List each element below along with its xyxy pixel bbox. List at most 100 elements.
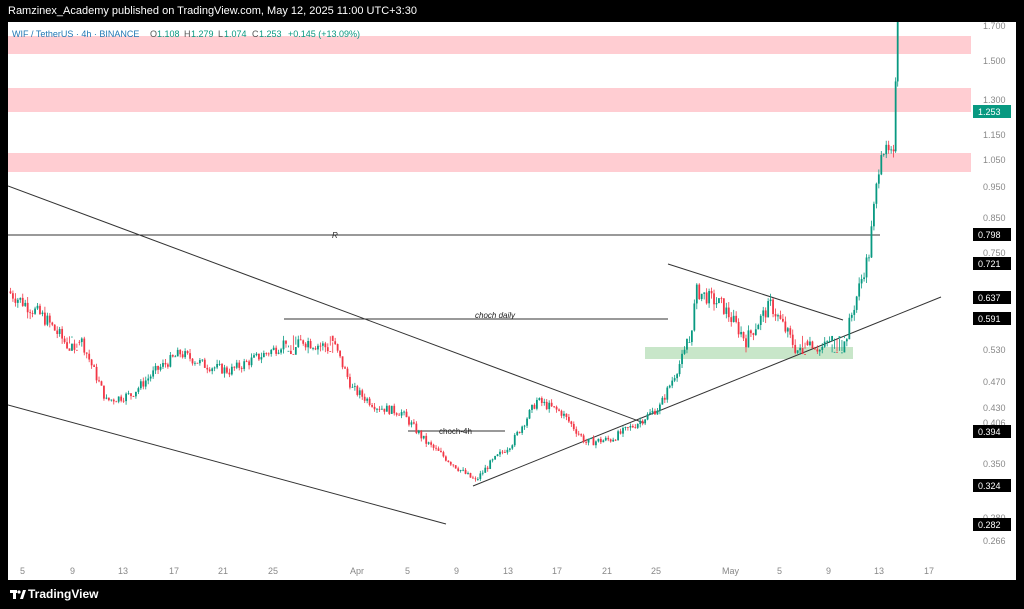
candle-body: [152, 370, 155, 377]
candle-body: [85, 352, 88, 354]
candle-body: [24, 302, 27, 306]
candle-body: [19, 297, 22, 300]
candle-body: [137, 388, 140, 392]
candle-body: [383, 408, 386, 412]
candle-body: [358, 390, 361, 395]
candle-body: [545, 401, 548, 410]
time-axis[interactable]: 5 9 13 17 21 25 Apr 5 9 13 17 21 25 May …: [20, 566, 934, 576]
wedge-upper-line: [667, 263, 844, 321]
chart-panel[interactable]: WIF / TetherUS · 4h · BINANCE O 1.108 H …: [7, 4, 1016, 580]
legend-high: 1.279: [191, 29, 214, 39]
candle-body: [198, 360, 201, 364]
candle-body: [410, 422, 413, 425]
candle-body: [767, 301, 770, 318]
candle-body: [179, 349, 182, 355]
chart-svg[interactable]: WIF / TetherUS · 4h · BINANCE O 1.108 H …: [7, 4, 1016, 580]
candle-body: [479, 473, 482, 479]
price-label: 0.591: [973, 312, 1011, 325]
candle-body: [334, 341, 337, 345]
legend-h-label: H: [184, 29, 191, 39]
x-tick: 25: [651, 566, 661, 576]
candle-body: [516, 431, 519, 436]
candle-body: [282, 340, 285, 350]
candle-body: [641, 420, 644, 424]
candle-body: [513, 435, 516, 446]
candle-body: [258, 353, 260, 360]
candle-body: [769, 299, 772, 302]
candle-body: [26, 302, 29, 313]
candle-body: [892, 149, 895, 152]
candle-body: [553, 406, 556, 408]
candle-body: [385, 405, 388, 412]
candle-body: [373, 406, 376, 410]
candle-body: [277, 352, 280, 354]
candle-body: [154, 365, 157, 371]
candle-body: [705, 292, 708, 304]
y-tick: 0.850: [983, 213, 1006, 223]
candle-body: [506, 449, 509, 453]
candle-body: [582, 435, 585, 442]
candle-body: [280, 349, 282, 353]
candle-body: [110, 399, 113, 401]
candle-body: [437, 448, 440, 451]
x-tick: Apr: [350, 566, 364, 576]
candle-body: [710, 290, 713, 294]
candle-body: [413, 422, 415, 424]
y-tick: 1.700: [983, 22, 1006, 31]
candle-body: [572, 423, 575, 430]
candle-body: [698, 284, 701, 300]
candle-body: [324, 343, 327, 348]
tradingview-logo-icon: [10, 590, 26, 599]
candle-body: [599, 438, 602, 443]
candle-body: [393, 405, 396, 414]
candle-body: [16, 299, 19, 303]
footer-bar: TradingView: [0, 580, 1024, 609]
candle-body: [41, 312, 44, 315]
candle-body: [804, 354, 806, 355]
candle-body: [870, 226, 873, 258]
candle-body: [299, 339, 302, 341]
candle-body: [287, 350, 290, 352]
candle-body: [90, 359, 93, 366]
candle-body: [275, 347, 278, 354]
candle-body: [558, 409, 560, 411]
candle-body: [221, 363, 223, 374]
candle-body: [799, 347, 802, 351]
candle-body: [786, 328, 789, 332]
candle-body: [528, 409, 531, 419]
candle-body: [890, 149, 893, 151]
x-tick: 13: [503, 566, 513, 576]
candle-body: [435, 447, 437, 449]
candle-body: [331, 335, 334, 342]
candle-body: [750, 330, 752, 334]
candle-body: [821, 346, 824, 350]
candle-body: [208, 369, 211, 372]
candle-body: [681, 353, 683, 365]
candle-body: [565, 413, 568, 417]
candle-body: [363, 396, 366, 401]
candle-body: [575, 429, 578, 434]
candle-body: [388, 405, 391, 414]
candle-body: [260, 357, 263, 360]
candle-body: [695, 284, 698, 304]
candle-body: [845, 339, 848, 342]
candle-body: [174, 356, 177, 358]
price-label-text: 0.637: [978, 293, 1001, 303]
candle-body: [29, 312, 32, 314]
price-label: 0.637: [973, 291, 1011, 304]
candle-body: [265, 353, 268, 354]
candle-body: [191, 358, 194, 364]
y-tick: 1.150: [983, 130, 1006, 140]
candle-body: [270, 349, 273, 354]
candle-body: [757, 324, 760, 330]
candle-body: [39, 305, 41, 315]
price-axis[interactable]: 1.700 1.500 1.300 1.150 1.050 0.950 0.85…: [983, 21, 1006, 546]
candle-body: [216, 363, 218, 368]
candle-body: [171, 355, 174, 357]
x-tick: 9: [70, 566, 75, 576]
candle-body: [329, 351, 332, 352]
publisher-line: Ramzinex_Academy published on TradingVie…: [8, 5, 417, 17]
x-tick: 21: [602, 566, 612, 576]
candle-body: [115, 401, 118, 403]
candle-body: [213, 367, 216, 369]
